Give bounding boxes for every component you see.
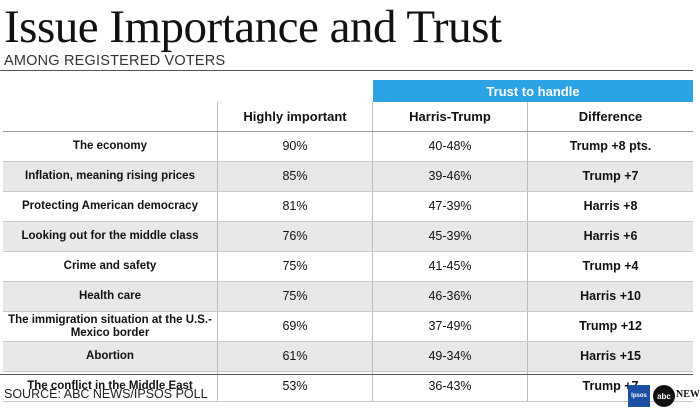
importance-cell: 76% (218, 222, 373, 251)
table-row: Inflation, meaning rising prices 85% 39-46… (3, 162, 693, 192)
harris-trump-cell: 47-39% (373, 192, 528, 221)
harris-trump-cell: 37-49% (373, 312, 528, 341)
difference-cell: Trump +7 (582, 379, 639, 393)
source-note: SOURCE: ABC NEWS/IPSOS POLL (4, 387, 208, 401)
difference-cell: Trump +7 (582, 169, 639, 183)
trust-banner: Trust to handle (373, 80, 693, 102)
issue-cell: Abortion (3, 342, 218, 371)
chart-title: Issue Importance and Trust (4, 1, 502, 53)
importance-cell: 85% (218, 162, 373, 191)
bottom-divider (0, 374, 693, 375)
chart-subtitle: AMONG REGISTERED VOTERS (4, 53, 226, 69)
data-table: Highly important Harris-Trump Difference… (3, 102, 693, 402)
issue-cell: The immigration situation at the U.S.-Me… (3, 312, 218, 341)
ipsos-logo: Ipsos (628, 385, 650, 407)
top-divider (0, 70, 693, 71)
table-row: Protecting American democracy 81% 47-39% Ha… (3, 192, 693, 222)
difference-cell: Harris +8 (583, 199, 638, 213)
harris-trump-cell: 46-36% (373, 282, 528, 311)
harris-trump-cell: 49-34% (373, 342, 528, 371)
importance-cell: 81% (218, 192, 373, 221)
importance-cell: 90% (218, 132, 373, 161)
header-highly-important: Highly important (218, 102, 373, 131)
importance-cell: 53% (218, 372, 373, 401)
difference-cell: Trump +4 (582, 259, 639, 273)
harris-trump-cell: 36-43% (373, 372, 528, 401)
header-issue (3, 102, 218, 131)
table-row: Crime and safety 75% 41-45% Trump +4 (3, 252, 693, 282)
importance-cell: 61% (218, 342, 373, 371)
importance-cell: 75% (218, 252, 373, 281)
issue-cell: The conflict in the Middle East (3, 372, 218, 401)
abc-logo: abc (653, 385, 675, 407)
issue-cell: Protecting American democracy (3, 192, 218, 221)
difference-cell: Harris +15 (580, 349, 641, 363)
importance-cell: 75% (218, 282, 373, 311)
table-row: The conflict in the Middle East 53% 36-43%… (3, 372, 693, 402)
table-row: Abortion 61% 49-34% Harris +15 (3, 342, 693, 372)
table-row: Looking out for the middle class 76% 45-39… (3, 222, 693, 252)
harris-trump-cell: 41-45% (373, 252, 528, 281)
harris-trump-cell: 40-48% (373, 132, 528, 161)
difference-cell: Harris +10 (580, 289, 641, 303)
header-difference: Difference (578, 109, 643, 124)
issue-cell: The economy (3, 132, 218, 161)
issue-cell: Health care (3, 282, 218, 311)
header-harris-trump: Harris-Trump (373, 102, 528, 131)
harris-trump-cell: 39-46% (373, 162, 528, 191)
table-row: The economy 90% 40-48% Trump +8 pts. (3, 132, 693, 162)
table-row: Health care 75% 46-36% Harris +10 (3, 282, 693, 312)
issue-cell: Inflation, meaning rising prices (3, 162, 218, 191)
issue-cell: Looking out for the middle class (3, 222, 218, 251)
difference-cell: Harris +6 (583, 229, 638, 243)
difference-cell: Trump +8 pts. (569, 139, 652, 153)
importance-cell: 69% (218, 312, 373, 341)
difference-cell: Trump +12 (579, 319, 642, 333)
table-header-row: Highly important Harris-Trump Difference (3, 102, 693, 132)
table-row: The immigration situation at the U.S.-Me… (3, 312, 693, 342)
news-logo: NEWS (676, 389, 700, 400)
harris-trump-cell: 45-39% (373, 222, 528, 251)
issue-cell: Crime and safety (3, 252, 218, 281)
table-body: The economy 90% 40-48% Trump +8 pts. Inflati… (3, 132, 693, 402)
